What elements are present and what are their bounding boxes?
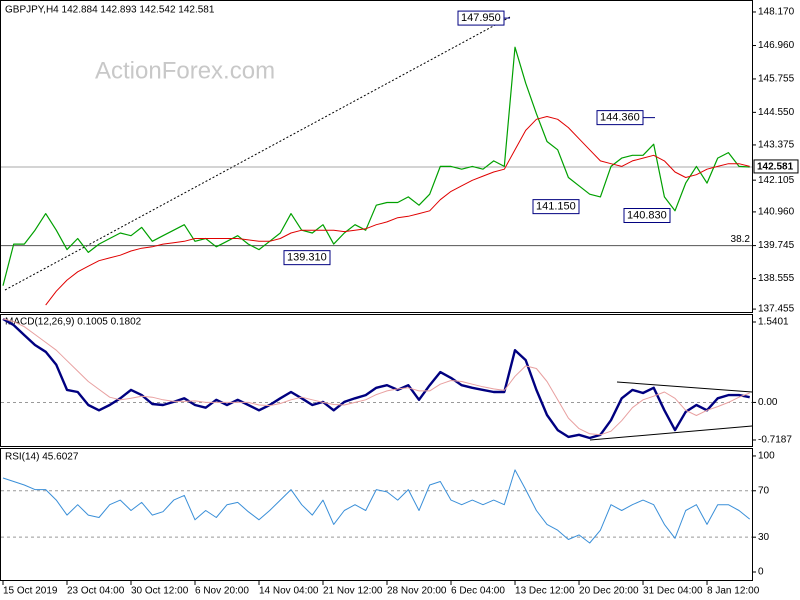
annotation-box xyxy=(457,10,505,26)
macd-pane xyxy=(0,314,753,447)
y-tick-label: 100 xyxy=(758,451,775,462)
annotation-label: 144.360 xyxy=(600,112,640,124)
chart-title: GBPJPY,H4 142.884 142.893 142.542 142.58… xyxy=(5,5,215,16)
y-tick-label: 144.550 xyxy=(758,107,795,118)
x-tick-label: 20 Dec 20:00 xyxy=(579,586,639,597)
series-line xyxy=(2,318,750,436)
x-tick-label: 15 Oct 2019 xyxy=(3,586,58,597)
y-tick-label: 1.5401 xyxy=(758,317,789,328)
watermark: ActionForex.com xyxy=(95,57,275,84)
y-tick-label: 143.375 xyxy=(758,140,795,151)
y-tick-label: 138.555 xyxy=(758,273,795,284)
annotation-label: 140.830 xyxy=(627,209,667,221)
y-tick-label: 146.960 xyxy=(758,40,795,51)
x-tick-label: 14 Nov 04:00 xyxy=(259,586,319,597)
x-tick-label: 6 Dec 04:00 xyxy=(451,586,505,597)
y-tick-label: 70 xyxy=(758,485,770,496)
y-tick-label: 142.105 xyxy=(758,175,795,186)
y-tick-label: -0.7187 xyxy=(758,435,792,446)
macd-trend-line xyxy=(616,381,753,393)
y-tick-label: 0.00 xyxy=(758,397,778,408)
series-line xyxy=(2,469,751,544)
y-tick-label: 145.755 xyxy=(758,74,795,85)
price-pane xyxy=(0,0,753,313)
indicator-title: MACD(12,26,9) 0.1005 0.1802 xyxy=(5,317,142,328)
series-line xyxy=(2,46,750,286)
x-tick-label: 28 Nov 20:00 xyxy=(387,586,447,597)
x-tick-label: 23 Oct 04:00 xyxy=(67,586,125,597)
indicator-title: RSI(14) 45.6027 xyxy=(5,452,79,463)
annotation-box xyxy=(283,250,331,266)
series-line xyxy=(2,317,750,440)
x-tick-label: 13 Dec 12:00 xyxy=(515,586,575,597)
y-tick-label: 30 xyxy=(758,532,770,543)
annotation-box xyxy=(596,110,644,126)
annotation-box xyxy=(623,208,671,224)
series-line xyxy=(45,116,750,306)
macd-trend-line xyxy=(589,425,753,441)
x-tick-label: 21 Nov 12:00 xyxy=(323,586,383,597)
annotation-label: 139.310 xyxy=(287,252,327,264)
x-tick-label: 31 Dec 04:00 xyxy=(643,586,703,597)
annotation-box xyxy=(532,199,580,215)
x-tick-label: 30 Oct 12:00 xyxy=(131,586,189,597)
y-tick-label: 0 xyxy=(758,567,764,578)
rsi-pane xyxy=(0,448,753,581)
annotation-label: 147.950 xyxy=(461,12,501,24)
y-tick-label: 139.745 xyxy=(758,240,795,251)
last-price-label: 142.581 xyxy=(757,162,794,173)
annotation-label: 141.150 xyxy=(536,201,576,213)
y-tick-label: 137.455 xyxy=(758,304,795,315)
y-tick-label: 140.960 xyxy=(758,207,795,218)
x-tick-label: 6 Nov 20:00 xyxy=(195,586,249,597)
fib-label: 38.2 xyxy=(731,234,751,245)
last-price-box xyxy=(753,159,799,174)
x-tick-label: 8 Jan 12:00 xyxy=(707,586,760,597)
y-tick-label: 148.170 xyxy=(758,7,795,18)
